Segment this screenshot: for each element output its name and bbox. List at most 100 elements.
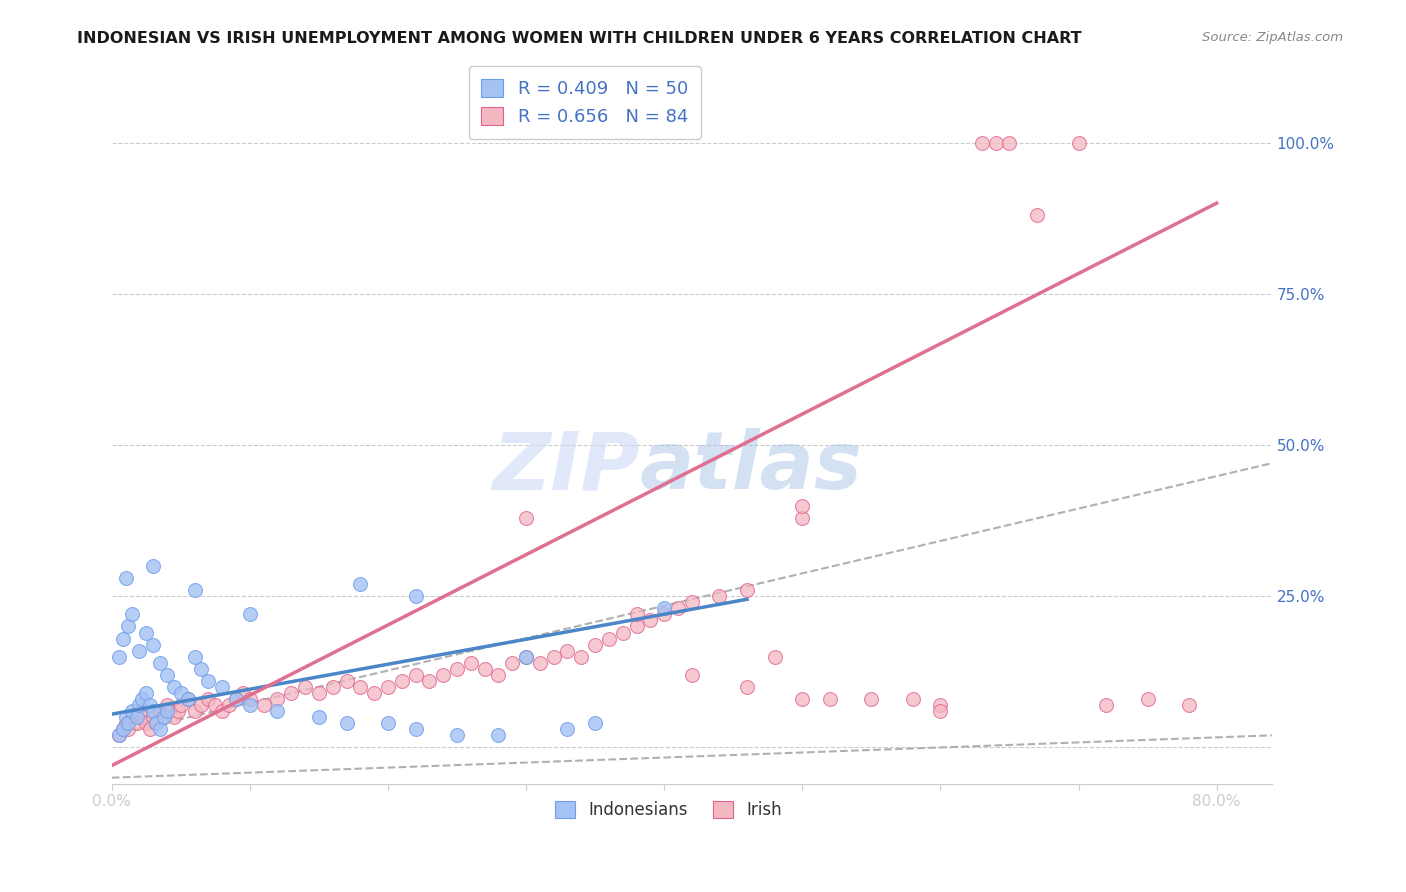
Point xyxy=(142,710,165,724)
Point xyxy=(145,716,167,731)
Point xyxy=(349,680,371,694)
Point xyxy=(735,583,758,598)
Point xyxy=(253,698,276,712)
Point xyxy=(792,499,814,513)
Point xyxy=(1095,698,1118,712)
Point xyxy=(488,728,510,742)
Point xyxy=(163,710,186,724)
Point xyxy=(128,698,150,712)
Point xyxy=(1067,136,1090,150)
Point xyxy=(170,698,193,712)
Point xyxy=(460,656,482,670)
Point xyxy=(405,668,427,682)
Text: INDONESIAN VS IRISH UNEMPLOYMENT AMONG WOMEN WITH CHILDREN UNDER 6 YEARS CORRELA: INDONESIAN VS IRISH UNEMPLOYMENT AMONG W… xyxy=(77,31,1083,46)
Point xyxy=(149,704,172,718)
Point xyxy=(225,692,247,706)
Point xyxy=(446,728,468,742)
Point xyxy=(818,692,841,706)
Point xyxy=(860,692,883,706)
Point xyxy=(405,589,427,603)
Point xyxy=(107,728,129,742)
Point xyxy=(294,680,316,694)
Point xyxy=(135,716,157,731)
Point xyxy=(114,716,136,731)
Point xyxy=(131,710,153,724)
Point xyxy=(197,673,219,688)
Point xyxy=(107,649,129,664)
Point xyxy=(128,643,150,657)
Point xyxy=(156,698,179,712)
Point xyxy=(763,649,786,664)
Point xyxy=(117,716,139,731)
Point xyxy=(131,692,153,706)
Point xyxy=(970,136,993,150)
Point xyxy=(142,559,165,574)
Point xyxy=(176,692,198,706)
Point xyxy=(583,638,606,652)
Point xyxy=(929,704,952,718)
Point xyxy=(515,649,537,664)
Point xyxy=(218,698,240,712)
Point xyxy=(114,710,136,724)
Point xyxy=(197,692,219,706)
Point xyxy=(266,704,288,718)
Point xyxy=(418,673,440,688)
Text: atlas: atlas xyxy=(640,428,862,506)
Point xyxy=(145,716,167,731)
Point xyxy=(211,680,233,694)
Point xyxy=(666,601,689,615)
Point xyxy=(266,692,288,706)
Point xyxy=(446,662,468,676)
Point xyxy=(139,698,162,712)
Point xyxy=(929,698,952,712)
Point xyxy=(984,136,1007,150)
Point xyxy=(515,649,537,664)
Point xyxy=(998,136,1021,150)
Point xyxy=(583,716,606,731)
Point xyxy=(153,710,176,724)
Point xyxy=(681,595,703,609)
Point xyxy=(349,577,371,591)
Point xyxy=(117,723,139,737)
Point xyxy=(308,710,330,724)
Point xyxy=(156,704,179,718)
Point xyxy=(167,704,190,718)
Point xyxy=(543,649,565,664)
Point xyxy=(335,716,357,731)
Point xyxy=(239,692,262,706)
Point xyxy=(239,698,262,712)
Point xyxy=(626,607,648,622)
Point xyxy=(1178,698,1201,712)
Point xyxy=(135,686,157,700)
Point xyxy=(117,619,139,633)
Text: Source: ZipAtlas.com: Source: ZipAtlas.com xyxy=(1202,31,1343,45)
Point xyxy=(681,668,703,682)
Point xyxy=(557,723,579,737)
Point xyxy=(183,649,205,664)
Point xyxy=(190,698,212,712)
Point xyxy=(128,704,150,718)
Point xyxy=(163,680,186,694)
Point xyxy=(125,710,148,724)
Point xyxy=(121,710,143,724)
Point xyxy=(792,692,814,706)
Point xyxy=(377,680,399,694)
Point xyxy=(363,686,385,700)
Point xyxy=(1136,692,1159,706)
Point xyxy=(792,510,814,524)
Point xyxy=(107,728,129,742)
Point xyxy=(153,710,176,724)
Point xyxy=(135,625,157,640)
Point xyxy=(170,686,193,700)
Point xyxy=(598,632,620,646)
Point xyxy=(239,607,262,622)
Legend: Indonesians, Irish: Indonesians, Irish xyxy=(548,794,789,826)
Point xyxy=(121,607,143,622)
Point xyxy=(204,698,226,712)
Point xyxy=(652,601,675,615)
Point xyxy=(488,668,510,682)
Point xyxy=(111,723,134,737)
Point xyxy=(557,643,579,657)
Point xyxy=(149,723,172,737)
Point xyxy=(211,704,233,718)
